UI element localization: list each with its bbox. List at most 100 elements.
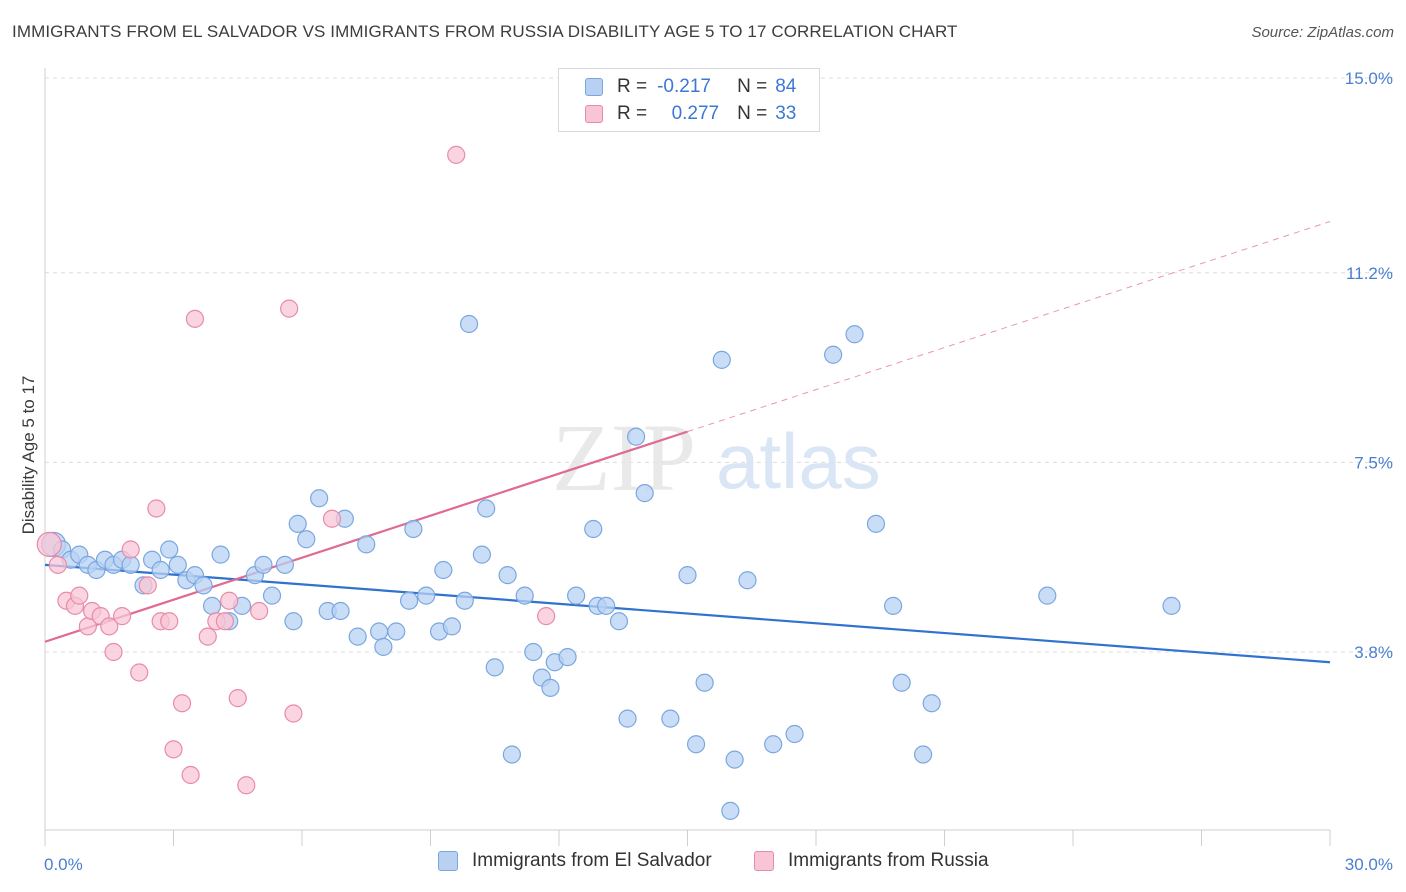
legend-row-russia: R = 0.277 N = 33 <box>585 101 796 127</box>
x-tick-label: 0.0% <box>44 855 83 874</box>
series-legend: Immigrants from El Salvador Immigrants f… <box>0 850 1406 880</box>
legend-r-value: -0.217 <box>657 76 711 97</box>
el-salvador-point <box>524 642 543 662</box>
russia-point <box>70 586 89 605</box>
russia-point <box>284 704 303 723</box>
el-salvador-point <box>374 637 393 656</box>
el-salvador-point <box>584 519 603 539</box>
el-salvador-point <box>738 571 757 590</box>
el-salvador-point <box>609 612 629 631</box>
el-salvador-point <box>151 560 170 580</box>
el-salvador-point <box>661 709 680 728</box>
legend-swatch-pink <box>754 851 774 871</box>
el-salvador-point <box>567 586 586 605</box>
russia-point <box>250 601 269 621</box>
y-tick-label: 3.8% <box>1354 643 1393 662</box>
el-salvador-point <box>434 560 453 580</box>
el-salvador-point <box>262 586 282 605</box>
el-salvador-point <box>160 540 179 559</box>
el-salvador-point <box>310 489 329 508</box>
russia-point <box>537 607 556 626</box>
russia-point <box>280 299 299 318</box>
russia-point <box>228 689 247 708</box>
y-tick-label: 15.0% <box>1345 69 1393 88</box>
el-salvador-point <box>922 694 941 713</box>
x-tick-label: 30.0% <box>1345 855 1393 874</box>
el-salvador-point <box>635 484 654 503</box>
legend-n-label: N = <box>737 76 768 97</box>
el-salvador-point <box>498 566 517 585</box>
russia-point <box>322 509 342 528</box>
el-salvador-point <box>485 658 504 677</box>
el-salvador-point <box>399 591 419 610</box>
el-salvador-point <box>417 586 436 605</box>
y-tick-label: 11.2% <box>1346 264 1393 283</box>
legend-item-russia[interactable]: Immigrants from Russia <box>754 850 989 872</box>
el-salvador-point <box>1162 596 1181 615</box>
source-label: Source: ZipAtlas.com <box>1251 24 1394 41</box>
el-salvador-point <box>370 622 389 641</box>
el-salvador-point <box>618 709 637 728</box>
russia-point <box>220 591 239 610</box>
el-salvador-point <box>824 345 843 364</box>
axes <box>44 68 1331 846</box>
el-salvador-point <box>686 735 706 754</box>
el-salvador-point <box>455 591 474 610</box>
legend-swatch-blue <box>585 78 603 96</box>
tick-labels: 3.8% 7.5% 11.2% 15.0% 0.0% 30.0% <box>44 69 1393 874</box>
el-salvador-point <box>695 673 714 692</box>
russia-point <box>104 642 123 662</box>
el-salvador-point <box>725 750 744 769</box>
russia-point <box>237 776 256 795</box>
el-salvador-point <box>845 325 864 344</box>
el-salvador-point <box>721 801 740 820</box>
russia-point <box>181 765 200 785</box>
el-salvador-point <box>597 596 616 615</box>
el-salvador-point <box>297 530 316 549</box>
legend-r-value: 0.277 <box>671 103 720 124</box>
y-tick-label: 7.5% <box>1354 453 1393 472</box>
el-salvador-point <box>883 596 903 615</box>
el-salvador-point <box>284 612 303 631</box>
russia-point <box>215 612 234 631</box>
russia-point <box>185 309 205 328</box>
el-salvador-point <box>194 576 213 595</box>
russia-point <box>447 145 466 164</box>
el-salvador-point <box>785 724 804 744</box>
russia-point <box>36 531 62 557</box>
el-salvador-point <box>331 601 350 621</box>
russia-point <box>164 740 183 759</box>
el-salvador-point <box>121 555 140 574</box>
el-salvador-point <box>477 499 496 518</box>
russia-point <box>138 576 157 595</box>
legend-swatch-blue <box>438 851 458 871</box>
watermark-atlas: atlas <box>716 417 881 505</box>
el-salvador-point <box>678 566 697 585</box>
el-salvador-point <box>515 586 534 605</box>
data-points <box>36 145 1181 820</box>
el-salvador-point <box>764 735 783 754</box>
el-salvador-point <box>202 596 222 615</box>
russia-point <box>48 555 67 574</box>
russia-point <box>121 540 140 559</box>
el-salvador-point <box>472 545 491 564</box>
y-axis-label: Disability Age 5 to 17 <box>19 376 38 535</box>
russia-point <box>112 607 132 626</box>
el-salvador-point <box>404 519 423 539</box>
russia-point <box>100 617 119 636</box>
el-salvador-point <box>387 622 406 641</box>
el-salvador-point <box>1038 586 1057 605</box>
legend-n-label: N = <box>737 103 768 124</box>
stats-legend: R = -0.217 N = 84 R = 0.277 N = 33 <box>558 68 820 132</box>
el-salvador-point <box>348 627 367 646</box>
legend-n-value: 33 <box>775 103 797 124</box>
el-salvador-point <box>712 350 731 369</box>
el-salvador-point <box>254 555 273 574</box>
el-salvador-point <box>502 745 521 764</box>
legend-item-el-salvador[interactable]: Immigrants from El Salvador <box>438 850 712 872</box>
el-salvador-point <box>168 555 187 574</box>
el-salvador-point <box>558 648 577 667</box>
russia-trend-extension <box>687 221 1331 433</box>
russia-point <box>130 663 149 682</box>
